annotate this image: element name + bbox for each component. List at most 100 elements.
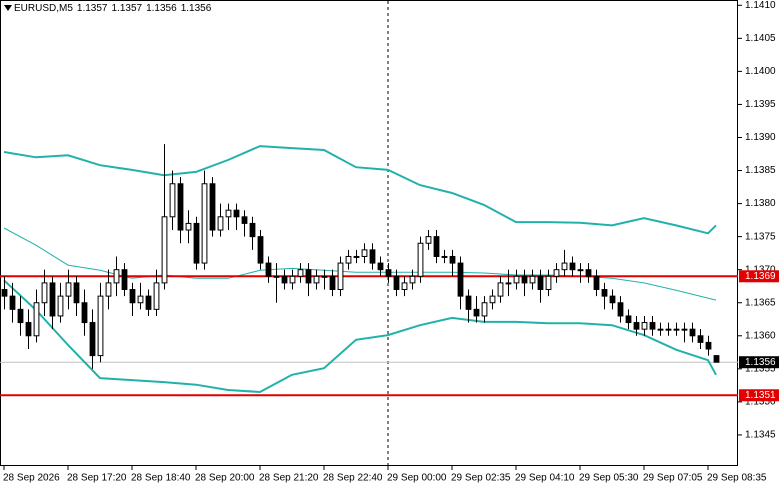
candle-body (657, 328, 664, 331)
candle-body (513, 275, 520, 284)
candle-body (65, 282, 72, 297)
x-tick-label: 29 Sep 05:30 (579, 473, 639, 484)
candle-body (673, 328, 680, 331)
candle-body (321, 275, 328, 278)
candle-body (177, 183, 184, 231)
y-tick-label: 1.1370 (745, 264, 776, 275)
level-tag-label: 1.1369 (745, 271, 776, 282)
candle-body (89, 322, 96, 357)
candle-body (129, 289, 136, 304)
candle-body (305, 269, 312, 284)
candle-body (505, 282, 512, 285)
candle-body (113, 269, 120, 284)
y-tick-label: 1.1400 (745, 66, 776, 77)
candle-body (401, 282, 408, 291)
candle-body (145, 295, 152, 310)
y-tick-label: 1.1405 (745, 33, 776, 44)
band-lower (3, 279, 717, 394)
candle-body (289, 275, 296, 284)
candle-body (9, 295, 16, 310)
candle-body (377, 262, 384, 271)
candle-body (353, 255, 360, 258)
quote-low: 1.1356 (146, 3, 177, 14)
candle-body (545, 275, 552, 291)
y-tick-label: 1.1395 (745, 99, 776, 110)
y-tick-label: 1.1355 (745, 363, 776, 374)
plot-frame (0, 0, 738, 466)
candle-body (409, 275, 416, 284)
candle-body (529, 275, 536, 284)
chart-header: EURUSD,M5 1.1357 1.1357 1.1356 1.1356 (4, 3, 215, 14)
candle-body (257, 236, 264, 264)
candle-body (361, 249, 368, 257)
candle-body (209, 183, 216, 231)
y-tick-label: 1.1385 (745, 165, 776, 176)
candle-body (681, 328, 688, 331)
x-tick-label: 29 Sep 04:10 (515, 473, 575, 484)
candle-body (161, 216, 168, 284)
candle-body (57, 295, 64, 317)
x-tick-label: 28 Sep 21:20 (259, 473, 319, 484)
candle-body (457, 262, 464, 297)
candle-body (705, 341, 712, 350)
candle-body (689, 328, 696, 337)
candle-body (273, 275, 280, 278)
menu-arrow[interactable] (4, 4, 12, 12)
quote-high: 1.1357 (111, 3, 143, 14)
candle-body (33, 302, 40, 337)
candle-body (449, 255, 456, 264)
candle-body (697, 335, 704, 343)
candle-body (473, 308, 480, 317)
candle-body (713, 355, 720, 363)
candle-body (393, 275, 400, 291)
candle-body (265, 262, 272, 277)
candle-body (633, 322, 640, 330)
quote-open: 1.1357 (76, 3, 108, 14)
y-tick-label: 1.1345 (745, 430, 776, 441)
x-tick-label: 29 Sep 00:00 (387, 473, 447, 484)
candle-body (345, 255, 352, 264)
y-tick-label: 1.1410 (745, 0, 776, 11)
candle-body (601, 289, 608, 297)
candle-body (81, 302, 88, 324)
candle-body (201, 183, 208, 264)
level-tag (739, 389, 779, 402)
quote-close: 1.1356 (180, 3, 212, 14)
x-tick-label: 29 Sep 08:35 (707, 473, 767, 484)
x-tick-label: 29 Sep 02:35 (451, 473, 511, 484)
candle-body (481, 302, 488, 317)
y-tick-label: 1.1375 (745, 231, 776, 242)
candle-body (465, 295, 472, 310)
band-upper (3, 145, 717, 235)
last-price-tag (739, 356, 779, 369)
candle-body (193, 222, 200, 264)
y-tick-label: 1.1350 (745, 397, 776, 408)
candle-body (417, 242, 424, 277)
candle-body (217, 216, 224, 231)
candle-body (49, 282, 56, 317)
candle-body (329, 275, 336, 291)
candle-body (609, 295, 616, 304)
candle-body (185, 222, 192, 231)
candle-body (537, 275, 544, 291)
candle-body (385, 269, 392, 277)
candle-body (665, 328, 672, 331)
x-tick-label: 28 Sep 2026 (3, 473, 60, 484)
x-tick-label: 29 Sep 07:05 (643, 473, 703, 484)
candle-body (337, 262, 344, 291)
x-tick-label: 28 Sep 18:40 (131, 473, 191, 484)
candle-body (425, 236, 432, 244)
candle-body (561, 262, 568, 271)
candle-body (641, 322, 648, 330)
candle-body (169, 183, 176, 218)
candle-body (17, 308, 24, 324)
candle-body (105, 282, 112, 297)
candle-body (577, 269, 584, 272)
candle-body (489, 295, 496, 304)
candle-body (649, 322, 656, 330)
candle-body (369, 249, 376, 264)
candle-body (25, 322, 32, 337)
candle-body (521, 275, 528, 284)
candle-body (497, 282, 504, 297)
candle-body (617, 302, 624, 317)
